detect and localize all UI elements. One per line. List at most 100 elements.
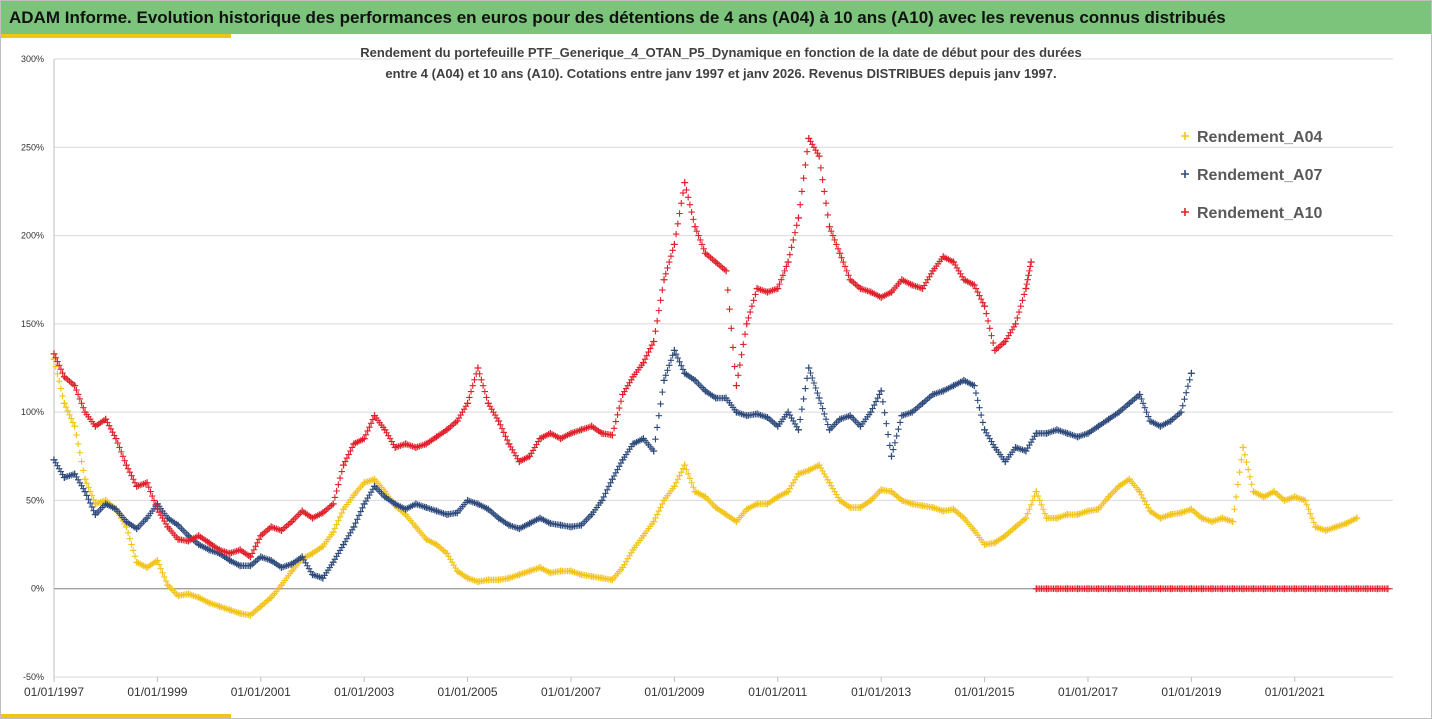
data-point [515,525,523,533]
data-point [371,482,379,490]
data-point [843,267,850,275]
data-point [536,435,544,443]
data-point [69,419,77,426]
data-point [741,330,749,338]
data-point [836,249,844,257]
data-point [981,302,989,310]
data-point [76,395,84,403]
data-point [1063,429,1071,437]
data-point [796,416,804,423]
data-point [71,470,79,478]
data-point [226,606,234,614]
data-point [1027,501,1035,509]
data-point [986,325,993,332]
data-point [422,440,430,448]
data-point [1181,208,1189,216]
data-point [153,556,161,564]
data-point [298,553,306,561]
data-point [329,528,337,536]
data-point [898,412,906,420]
data-point [50,456,58,464]
data-point [483,394,490,401]
data-point [1236,468,1243,476]
data-point [1260,493,1268,501]
data-point [246,611,254,619]
data-point [340,461,348,469]
y-axis-ticks: -50% 0% 50% 100% 150% 200% 250% 300% [21,54,44,682]
data-point [731,363,738,370]
data-point [670,240,678,248]
y-tick-label: 300% [21,54,44,64]
data-point [1029,497,1037,504]
data-point [133,558,141,566]
data-point [981,426,989,434]
data-point [126,535,134,542]
data-point [1322,526,1330,534]
data-point [908,408,916,416]
data-point [1232,493,1240,501]
x-tick-label: 01/01/2013 [851,685,911,699]
data-point [1239,443,1247,451]
data-point [676,472,683,479]
data-point [763,288,771,296]
data-point [872,398,880,405]
data-point [683,466,690,473]
data-point [650,518,658,526]
data-point [557,435,565,443]
data-point [690,216,697,223]
x-tick-label: 01/01/1999 [127,685,187,699]
data-point [815,152,823,160]
data-point [678,468,685,476]
data-point [867,288,875,296]
data-point [614,411,621,418]
data-point [391,443,399,451]
data-point [467,388,475,395]
legend-label: Rendement_A07 [1197,167,1322,184]
data-point [1139,494,1147,502]
data-point [364,427,371,435]
data-point [815,394,823,402]
data-point [471,376,478,383]
data-point [686,201,694,208]
legend: Rendement_A04 Rendement_A07 Rendement_A10 [1181,129,1322,222]
data-point [1305,506,1312,513]
banner-title: ADAM Informe. Evolution historique des p… [9,8,1226,27]
x-tick-label: 01/01/2005 [438,685,498,699]
data-point [688,208,695,216]
data-point [55,378,63,385]
data-point [1022,447,1030,455]
x-tick-label: 01/01/1997 [24,685,84,699]
data-point [433,541,441,549]
data-point [1143,408,1150,416]
data-point [712,503,720,511]
data-point [348,444,356,451]
data-point [1105,415,1113,423]
data-point [809,374,816,382]
data-point [678,362,685,369]
data-point [1280,496,1288,504]
data-point [484,399,492,407]
data-point [91,511,99,519]
data-point [653,511,661,518]
data-point [821,410,828,418]
series-rendement-a10 [50,134,1035,561]
data-point [124,465,132,472]
data-point [422,535,430,543]
data-point [1125,399,1133,407]
data-point [71,382,79,390]
data-point [153,505,161,513]
data-point [846,276,854,284]
data-point [1241,451,1248,459]
data-point [71,422,79,430]
data-point [960,376,968,384]
data-point [898,496,906,504]
data-point [891,439,899,446]
data-point [821,188,828,195]
data-point [1138,395,1145,403]
data-point [729,344,737,351]
data-point [929,390,937,398]
data-point [1270,488,1278,496]
data-point [1303,501,1311,509]
data-point [877,387,885,395]
data-point [1234,481,1242,488]
